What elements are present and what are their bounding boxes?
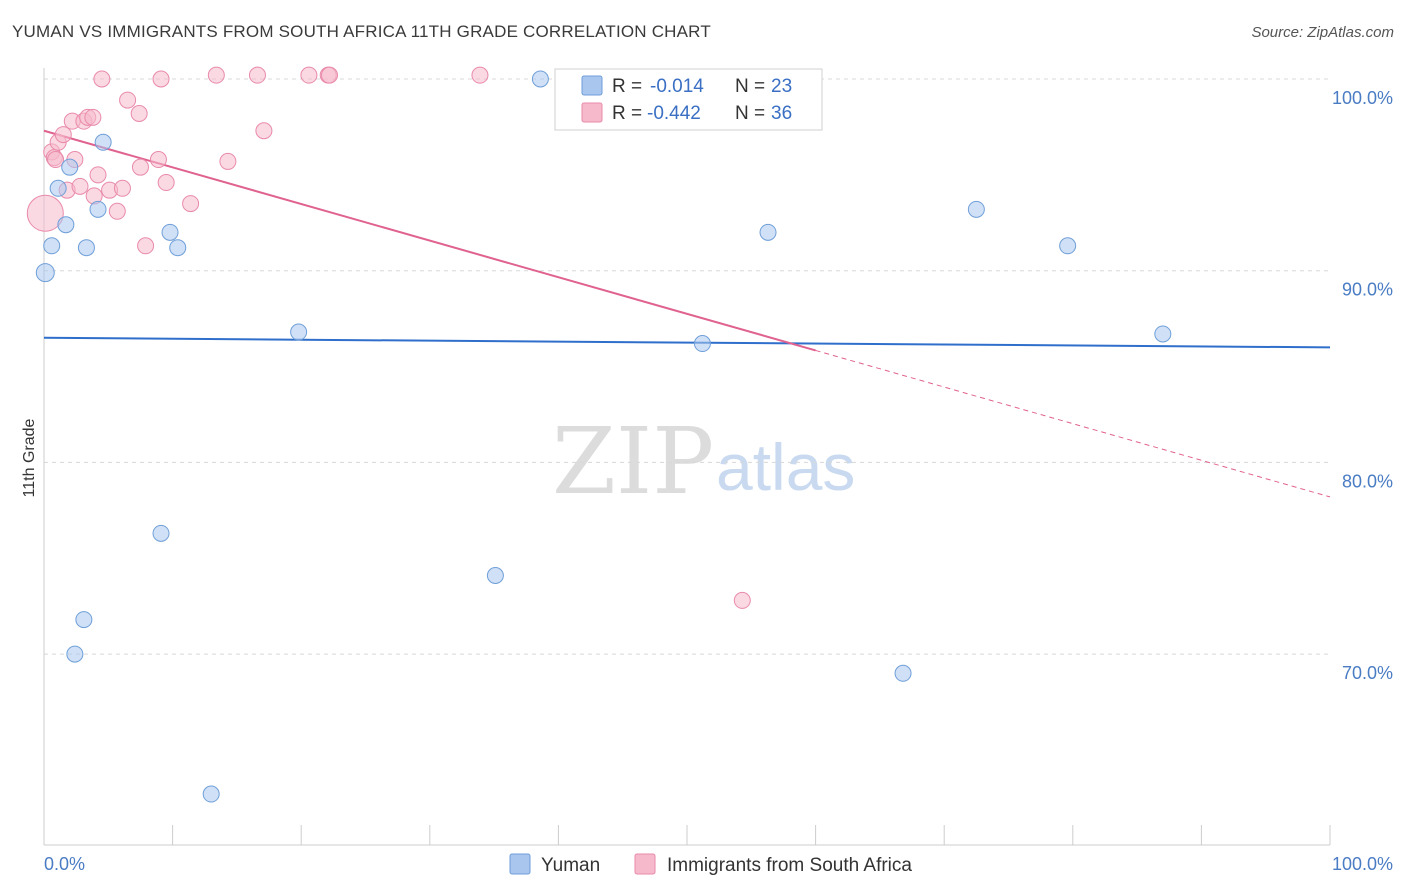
data-point-yuman: [94, 133, 112, 151]
data-point-yuman: [169, 239, 187, 257]
watermark-zip: ZIP: [552, 408, 714, 515]
stats-legend-r-value: -0.442: [647, 103, 701, 124]
data-point-yuman: [161, 223, 179, 241]
stats-legend: R = -0.014 N = 23 R = -0.442 N = 36: [554, 68, 823, 131]
stats-legend-n-value: 23: [771, 76, 792, 97]
trend-lines: [43, 129, 1331, 498]
trend-line-yuman: [43, 336, 1331, 349]
data-point-immigrants: [84, 108, 102, 126]
data-point-immigrants: [320, 66, 338, 84]
legend-label-yuman: Yuman: [541, 855, 600, 876]
data-point-yuman: [57, 216, 75, 234]
data-point-yuman: [202, 785, 220, 803]
data-point-immigrants: [113, 179, 131, 197]
stats-legend-swatch-yuman: [581, 75, 603, 96]
data-point-immigrants: [207, 66, 225, 84]
data-point-immigrants: [182, 195, 200, 213]
data-point-yuman: [152, 524, 170, 542]
data-point-yuman: [61, 158, 79, 176]
stats-legend-r-label: R =: [612, 103, 642, 124]
data-point-yuman: [49, 179, 67, 197]
x-tick-labels: 0.0% 100.0%: [44, 854, 1393, 874]
watermark-atlas: atlas: [716, 430, 855, 504]
trend-line-immigrants-extrapolated: [815, 349, 1331, 498]
data-point-immigrants: [26, 194, 64, 232]
data-point-immigrants: [137, 237, 155, 255]
y-tick-labels: 70.0% 80.0% 90.0% 100.0%: [1332, 88, 1393, 683]
legend-label-immigrants: Immigrants from South Africa: [667, 855, 912, 876]
data-point-immigrants: [54, 126, 72, 144]
source-credit: Source: ZipAtlas.com: [1251, 24, 1394, 41]
data-point-immigrants: [131, 158, 149, 176]
data-point-immigrants: [47, 151, 65, 169]
bottom-legend: Yuman Immigrants from South Africa: [509, 853, 912, 876]
data-point-yuman: [967, 200, 985, 218]
stats-legend-swatch-immigrants: [581, 102, 603, 123]
y-tick-label: 90.0%: [1342, 280, 1393, 300]
data-point-immigrants: [119, 91, 137, 109]
series-yuman-points: [35, 70, 1172, 803]
legend-swatch-immigrants: [634, 853, 656, 875]
data-point-yuman: [1059, 237, 1077, 255]
data-point-immigrants: [733, 591, 751, 609]
data-point-immigrants: [149, 151, 167, 169]
data-point-immigrants: [248, 66, 266, 84]
stats-legend-r-value: -0.014: [650, 76, 704, 97]
data-point-yuman: [290, 323, 308, 341]
data-point-yuman: [43, 237, 61, 255]
data-point-yuman: [759, 223, 777, 241]
data-point-yuman: [894, 664, 912, 682]
data-point-immigrants: [255, 122, 273, 140]
x-tick-label: 0.0%: [44, 854, 85, 874]
data-point-yuman: [75, 611, 93, 629]
stats-legend-n-label: N =: [735, 103, 765, 124]
data-point-yuman: [89, 200, 107, 218]
data-point-immigrants: [108, 202, 126, 220]
stats-legend-n-value: 36: [771, 103, 792, 124]
data-point-yuman: [693, 335, 711, 353]
data-point-immigrants: [471, 66, 489, 84]
data-point-immigrants: [152, 70, 170, 88]
legend-swatch-yuman: [509, 853, 531, 875]
chart-title: YUMAN VS IMMIGRANTS FROM SOUTH AFRICA 11…: [12, 22, 711, 41]
data-point-yuman: [531, 70, 549, 88]
data-point-yuman: [77, 239, 95, 257]
x-tick-label: 100.0%: [1332, 854, 1393, 874]
data-point-immigrants: [93, 70, 111, 88]
data-point-immigrants: [157, 174, 175, 192]
data-point-yuman: [486, 567, 504, 585]
y-tick-label: 70.0%: [1342, 663, 1393, 683]
data-point-immigrants: [130, 105, 148, 123]
stats-legend-r-label: R =: [612, 76, 642, 97]
trend-line-immigrants: [43, 129, 816, 352]
data-point-immigrants: [89, 166, 107, 184]
data-point-yuman: [1154, 325, 1172, 343]
data-point-immigrants: [71, 177, 89, 195]
data-point-immigrants: [300, 66, 318, 84]
data-point-immigrants: [219, 152, 237, 170]
data-point-yuman: [66, 645, 84, 663]
stats-legend-n-label: N =: [735, 76, 765, 97]
data-point-yuman: [35, 263, 55, 283]
y-tick-label: 100.0%: [1332, 88, 1393, 108]
y-tick-label: 80.0%: [1342, 471, 1393, 491]
gridlines: [44, 78, 1330, 655]
y-axis-label: 11th Grade: [21, 418, 38, 497]
